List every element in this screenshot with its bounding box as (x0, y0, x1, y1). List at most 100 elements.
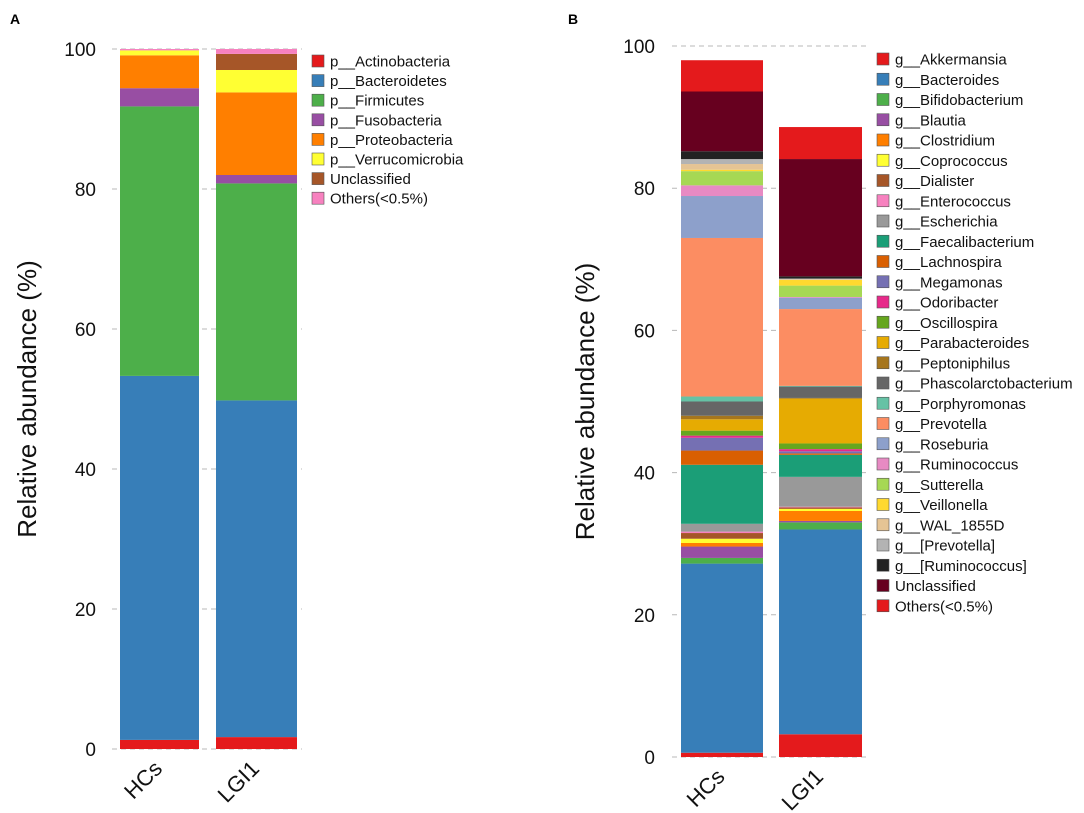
panel-b-bar-segment (681, 419, 763, 431)
panel-b-legend-label: g__Faecalibacterium (895, 234, 1034, 251)
panel-b-bar-segment (681, 164, 763, 170)
panel-b-bar-segment (779, 451, 862, 454)
panel-b-legend-swatch (876, 599, 890, 613)
panel-a-label: A (10, 11, 20, 27)
panel-b-legend-swatch (876, 72, 890, 86)
panel-b-bar-segment (681, 464, 763, 524)
panel-a-ytick-label: 20 (75, 600, 96, 621)
panel-a-legend-label: p__Proteobacteria (330, 132, 453, 149)
panel-a-bar-segment (120, 49, 199, 51)
panel-b-legend-label: g__WAL_1855D (895, 517, 1005, 534)
panel-b-legend-swatch (876, 457, 890, 471)
panel-b-legend-label: g__[Prevotella] (895, 538, 995, 555)
panel-b-legend-label: g__Roseburia (895, 436, 989, 453)
panel-b-ytick-label: 60 (634, 321, 655, 342)
panel-a-bar-segment (120, 50, 199, 56)
panel-a-ytick-label: 100 (64, 40, 96, 61)
panel-b-ylabel: Relative abundance (%) (570, 263, 600, 541)
panel-b-bar-segment (779, 279, 862, 286)
panel-b-bar-segment (681, 237, 763, 397)
panel-b-bar-segment (779, 159, 862, 277)
panel-b-legend-label: g__Porphyromonas (895, 396, 1026, 413)
panel-b-legend-label: g__Coprococcus (895, 153, 1008, 170)
panel-b-legend-label: Unclassified (895, 578, 976, 595)
panel-b-ytick-label: 80 (634, 179, 655, 200)
panel-b-legend-label: g__Lachnospira (895, 254, 1002, 271)
panel-b-legend-swatch (876, 295, 890, 309)
panel-b-bar-segment (779, 385, 862, 387)
panel-b-legend-swatch (876, 477, 890, 491)
panel-b-bar-segment (681, 169, 763, 172)
panel-a-bar-segment (216, 92, 297, 175)
panel-b-bar-segment (779, 454, 862, 477)
panel-b-legend-swatch (876, 133, 890, 147)
panel-b-legend-label: g__Bacteroides (895, 72, 999, 89)
panel-b-bar-segment (681, 531, 763, 534)
panel-b-bar-segment (681, 533, 763, 539)
panel-a-bar-segment (120, 375, 199, 740)
panel-a-xtick-label: LGI1 (213, 756, 264, 807)
panel-b-legend-label: g__Akkermansia (895, 52, 1007, 69)
panel-b-bar-segment (779, 276, 862, 279)
panel-a-bar-segment (216, 183, 297, 401)
panel-a-bar-segment (120, 88, 199, 107)
panel-b-bar-segment (681, 450, 763, 465)
panel-a-ytick-label: 80 (75, 180, 96, 201)
panel-b-bar-segment (779, 507, 862, 509)
panel-b-legend-label: g__Dialister (895, 173, 974, 190)
panel-b-bar-segment (779, 279, 862, 280)
panel-b-ytick-label: 100 (623, 37, 655, 58)
panel-b-bar-segment (681, 151, 763, 160)
panel-b-legend-label: g__Parabacteroides (895, 335, 1029, 352)
panel-a-legend-swatch (311, 93, 325, 107)
panel-b-legend-swatch (876, 417, 890, 430)
panel-b-legend-label: g__Blautia (895, 112, 967, 129)
panel-b-bar-segment (681, 437, 763, 451)
panel-b-legend-label: g__Megamonas (895, 274, 1003, 291)
panel-a-legend-label: p__Bacteroidetes (330, 73, 447, 90)
panel-b-legend-label: g__Clostridium (895, 133, 995, 150)
panel-a-legend-label: Others(<0.5%) (330, 191, 428, 208)
panel-b-bar-segment (779, 510, 862, 521)
panel-b-bar-segment (779, 285, 862, 297)
panel-a-bar-segment (216, 400, 297, 738)
panel-b-legend-label: g__Sutterella (895, 477, 984, 494)
panel-b-legend-swatch (876, 538, 890, 552)
panel-a-bar-segment (216, 175, 297, 184)
panel-b-bar-segment (681, 91, 763, 152)
panel-b-legend-label: g__Odoribacter (895, 295, 998, 312)
panel-a-legend-label: p__Actinobacteria (330, 54, 451, 71)
panel-b-legend-label: Others(<0.5%) (895, 598, 993, 615)
panel-a-bar-segment (216, 49, 297, 54)
panel-a-legend-swatch (311, 152, 325, 166)
panel-a-bar-segment (216, 53, 297, 70)
panel-a-legend-label: p__Fusobacteria (330, 112, 442, 129)
panel-b-ytick-label: 20 (634, 606, 655, 627)
panel-b-legend-swatch (876, 396, 890, 410)
panel-b-bar-segment (681, 523, 763, 532)
panel-a-bar-segment (120, 106, 199, 376)
panel-b-bar-segment (681, 60, 763, 92)
panel-b-legend-label: g__Oscillospira (895, 315, 998, 332)
panel-a-ytick-label: 0 (85, 740, 96, 761)
panel-b-legend-swatch (876, 174, 890, 187)
panel-b-bar-segment (779, 453, 862, 455)
panel-b-legend-label: g__Peptoniphilus (895, 355, 1010, 372)
panel-a: A 0 20 40 60 80 100 Relative abundance (%) HCs LG… (10, 11, 464, 807)
panel-b-bar-segment (779, 127, 862, 160)
panel-b-legend-swatch (876, 336, 890, 349)
panel-b-legend-swatch (876, 558, 890, 572)
panel-b-bar-segment (779, 397, 862, 399)
panel-b-legend-swatch (876, 93, 890, 106)
panel-b-legend-label: g__Phascolarctobacterium (895, 376, 1073, 393)
panel-b-bar-segment (681, 752, 763, 757)
panel-a-legend-swatch (311, 74, 325, 87)
panel-a-legend-swatch (311, 113, 325, 127)
panel-b-bar-segment (681, 401, 763, 416)
panel-a-bar-segment (120, 55, 199, 89)
panel-b-bar-segment (779, 529, 862, 735)
panel-b-legend-label: g__Escherichia (895, 214, 998, 231)
panel-a-legend-swatch (311, 191, 325, 205)
panel-b-bar-segment (779, 278, 862, 280)
panel-b-bar-segment (779, 309, 862, 386)
